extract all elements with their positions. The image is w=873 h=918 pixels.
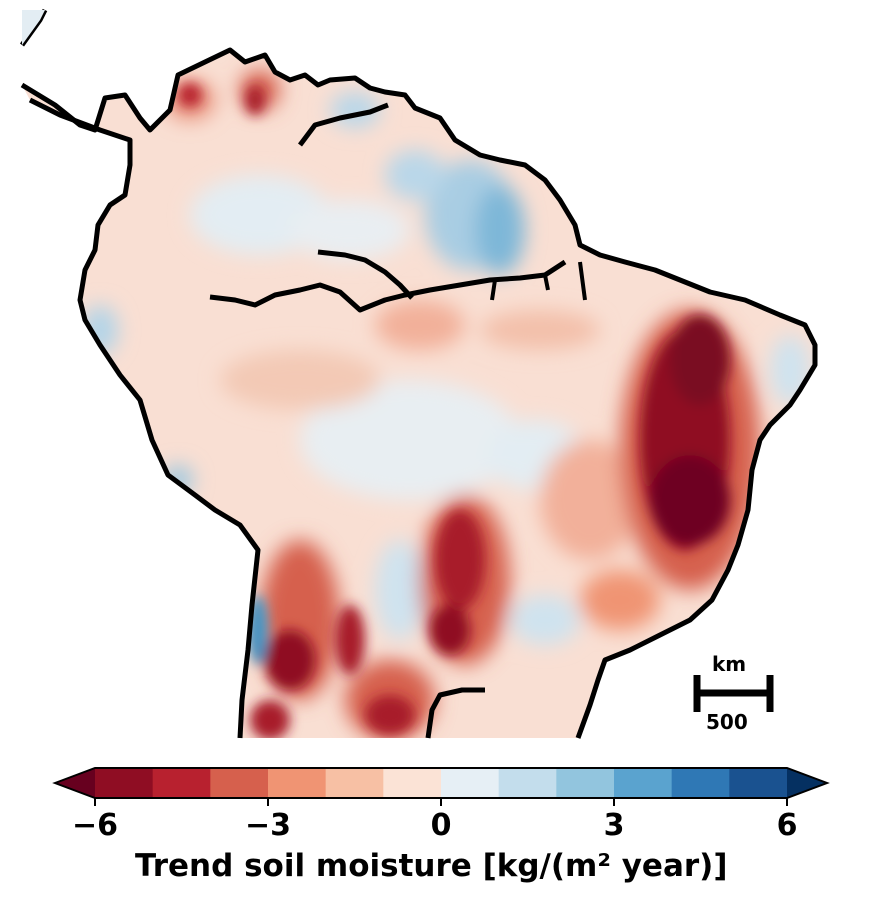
colorbar-tick-label-2: 0: [430, 808, 452, 843]
colorbar-bin-8: [556, 768, 615, 798]
colorbar-bin-2: [210, 768, 269, 798]
colorbar-tick-label-0: −6: [71, 808, 119, 843]
colorbar: [52, 767, 830, 806]
colorbar-over-arrow: [787, 768, 827, 798]
colorbar-bin-11: [729, 768, 788, 798]
negro-river: [317, 249, 414, 300]
coastline: [20, 47, 818, 739]
colorbar-tick-label-4: 6: [776, 808, 798, 843]
soil-moisture-field: [22, 50, 815, 738]
orinoco-river: [298, 102, 389, 147]
colorbar-under-arrow: [55, 768, 95, 798]
scale-bar-value: 500: [706, 710, 748, 734]
colorbar-bin-4: [325, 768, 384, 798]
colorbar-label: Trend soil moisture [kg/(m² year)]: [135, 848, 728, 884]
colorbar-bin-10: [671, 768, 730, 798]
scale-bar: [693, 675, 774, 712]
west-coastline: [28, 97, 261, 739]
amazon-river: [209, 259, 567, 313]
colorbar-tick-label-3: 3: [603, 808, 625, 843]
madeira-river: [490, 261, 587, 301]
colorbar-bin-9: [614, 768, 673, 798]
colorbar-bin-0: [95, 768, 154, 798]
colorbar-bin-1: [152, 768, 211, 798]
colorbar-bin-6: [441, 768, 500, 798]
colorbar-bin-7: [498, 768, 557, 798]
colorbar-bin-3: [268, 768, 327, 798]
scale-bar-unit: km: [712, 652, 747, 676]
colorbar-bin-5: [383, 768, 442, 798]
parana-river: [425, 687, 485, 739]
central-america-land: [22, 10, 45, 45]
colorbar-tick-label-1: −3: [244, 808, 292, 843]
